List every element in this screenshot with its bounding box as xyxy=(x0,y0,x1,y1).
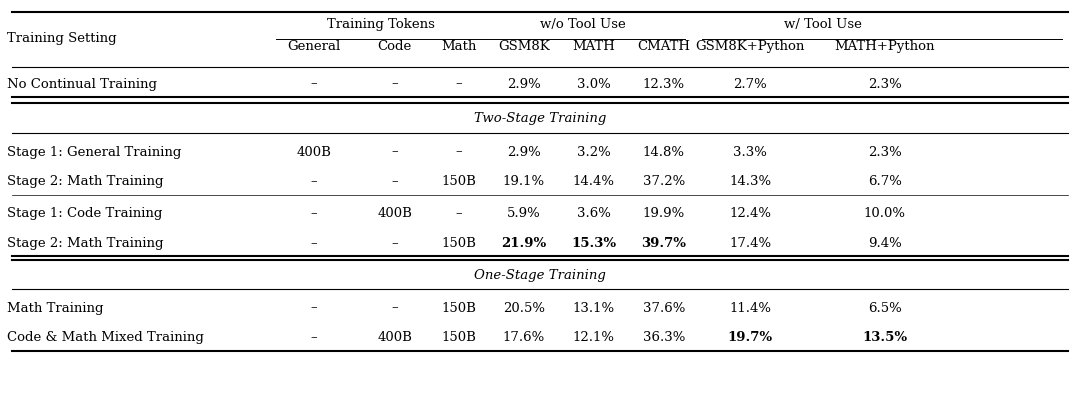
Text: MATH: MATH xyxy=(572,40,616,53)
Text: 19.9%: 19.9% xyxy=(643,207,685,220)
Text: 150B: 150B xyxy=(442,330,476,343)
Text: Code: Code xyxy=(377,40,411,53)
Text: 9.4%: 9.4% xyxy=(868,236,902,249)
Text: 12.4%: 12.4% xyxy=(729,207,771,220)
Text: –: – xyxy=(456,207,462,220)
Text: –: – xyxy=(456,77,462,90)
Text: 37.2%: 37.2% xyxy=(643,175,685,188)
Text: MATH+Python: MATH+Python xyxy=(835,40,935,53)
Text: 2.3%: 2.3% xyxy=(868,77,902,90)
Text: 2.7%: 2.7% xyxy=(733,77,767,90)
Text: w/ Tool Use: w/ Tool Use xyxy=(784,17,862,30)
Text: Math Training: Math Training xyxy=(6,301,104,314)
Text: 400B: 400B xyxy=(377,330,411,343)
Text: 20.5%: 20.5% xyxy=(503,301,544,314)
Text: GSM8K: GSM8K xyxy=(498,40,550,53)
Text: w/o Tool Use: w/o Tool Use xyxy=(540,17,626,30)
Text: CMATH: CMATH xyxy=(637,40,690,53)
Text: Stage 2: Math Training: Stage 2: Math Training xyxy=(6,236,163,249)
Text: 5.9%: 5.9% xyxy=(507,207,541,220)
Text: 14.8%: 14.8% xyxy=(643,145,685,158)
Text: Math: Math xyxy=(442,40,477,53)
Text: 17.6%: 17.6% xyxy=(502,330,545,343)
Text: 2.9%: 2.9% xyxy=(507,145,541,158)
Text: 2.3%: 2.3% xyxy=(868,145,902,158)
Text: 11.4%: 11.4% xyxy=(729,301,771,314)
Text: 12.3%: 12.3% xyxy=(643,77,685,90)
Text: Stage 1: General Training: Stage 1: General Training xyxy=(6,145,181,158)
Text: 3.2%: 3.2% xyxy=(577,145,610,158)
Text: 15.3%: 15.3% xyxy=(571,236,617,249)
Text: –: – xyxy=(310,301,318,314)
Text: –: – xyxy=(310,175,318,188)
Text: Two-Stage Training: Two-Stage Training xyxy=(474,112,606,125)
Text: 37.6%: 37.6% xyxy=(643,301,685,314)
Text: 14.4%: 14.4% xyxy=(572,175,615,188)
Text: 13.5%: 13.5% xyxy=(862,330,907,343)
Text: 6.5%: 6.5% xyxy=(868,301,902,314)
Text: Stage 2: Math Training: Stage 2: Math Training xyxy=(6,175,163,188)
Text: –: – xyxy=(456,145,462,158)
Text: 13.1%: 13.1% xyxy=(572,301,615,314)
Text: Training Setting: Training Setting xyxy=(6,32,117,45)
Text: 39.7%: 39.7% xyxy=(642,236,687,249)
Text: 3.6%: 3.6% xyxy=(577,207,611,220)
Text: 10.0%: 10.0% xyxy=(864,207,906,220)
Text: General: General xyxy=(287,40,340,53)
Text: 3.0%: 3.0% xyxy=(577,77,610,90)
Text: –: – xyxy=(391,77,397,90)
Text: 400B: 400B xyxy=(296,145,332,158)
Text: –: – xyxy=(310,77,318,90)
Text: 17.4%: 17.4% xyxy=(729,236,771,249)
Text: One-Stage Training: One-Stage Training xyxy=(474,269,606,281)
Text: 6.7%: 6.7% xyxy=(867,175,902,188)
Text: Code & Math Mixed Training: Code & Math Mixed Training xyxy=(6,330,204,343)
Text: –: – xyxy=(391,145,397,158)
Text: No Continual Training: No Continual Training xyxy=(6,77,157,90)
Text: 19.7%: 19.7% xyxy=(728,330,772,343)
Text: 2.9%: 2.9% xyxy=(507,77,541,90)
Text: Training Tokens: Training Tokens xyxy=(327,17,435,30)
Text: 400B: 400B xyxy=(377,207,411,220)
Text: 12.1%: 12.1% xyxy=(572,330,615,343)
Text: –: – xyxy=(310,207,318,220)
Text: 14.3%: 14.3% xyxy=(729,175,771,188)
Text: 21.9%: 21.9% xyxy=(501,236,546,249)
Text: Stage 1: Code Training: Stage 1: Code Training xyxy=(6,207,162,220)
Text: –: – xyxy=(310,236,318,249)
Text: –: – xyxy=(391,175,397,188)
Text: 150B: 150B xyxy=(442,175,476,188)
Text: –: – xyxy=(310,330,318,343)
Text: 3.3%: 3.3% xyxy=(733,145,767,158)
Text: GSM8K+Python: GSM8K+Python xyxy=(696,40,805,53)
Text: 150B: 150B xyxy=(442,301,476,314)
Text: 150B: 150B xyxy=(442,236,476,249)
Text: –: – xyxy=(391,301,397,314)
Text: 36.3%: 36.3% xyxy=(643,330,685,343)
Text: 19.1%: 19.1% xyxy=(503,175,545,188)
Text: –: – xyxy=(391,236,397,249)
